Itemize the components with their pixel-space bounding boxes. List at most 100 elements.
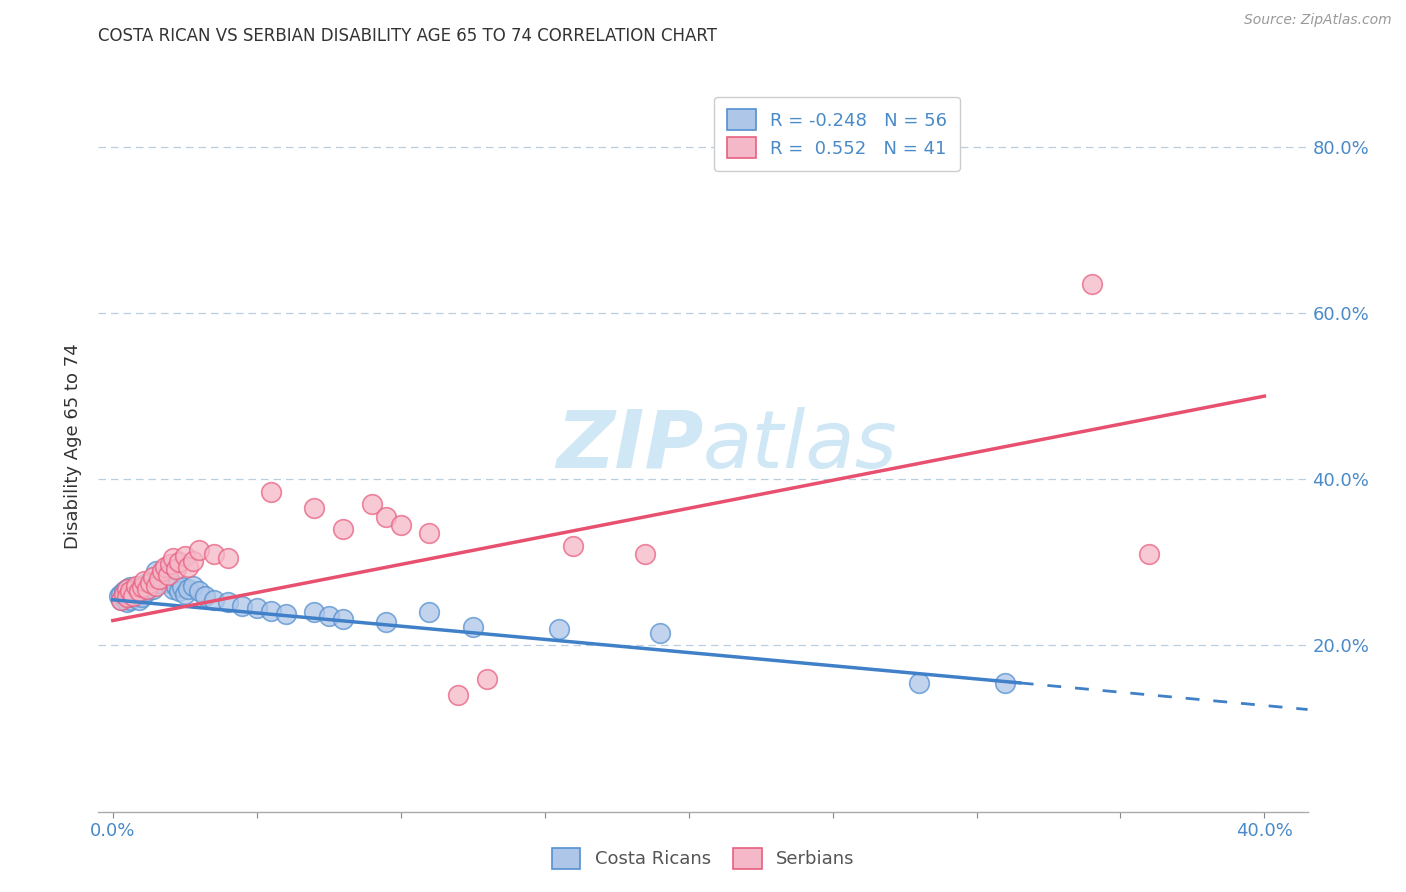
Point (375, 509, 398, 524)
Point (246, 601, 269, 615)
Point (115, 589, 138, 603)
Point (183, 554, 205, 568)
Text: COSTA RICAN VS SERBIAN DISABILITY AGE 65 TO 74 CORRELATION CHART: COSTA RICAN VS SERBIAN DISABILITY AGE 65… (98, 27, 717, 45)
Point (120, 584, 142, 599)
Point (115, 582, 138, 596)
Point (125, 579, 148, 593)
Point (110, 587, 132, 601)
Point (304, 501, 326, 516)
Point (139, 579, 162, 593)
Point (125, 589, 148, 603)
Point (150, 570, 173, 584)
Point (318, 609, 340, 624)
Point (145, 572, 167, 586)
Point (131, 580, 153, 594)
Point (188, 542, 211, 557)
Point (145, 579, 167, 593)
Point (648, 626, 671, 640)
Point (125, 582, 148, 596)
Point (167, 555, 190, 569)
Point (361, 497, 384, 511)
Point (173, 549, 195, 563)
Point (150, 564, 173, 578)
Point (475, 672, 498, 686)
Point (217, 551, 239, 566)
Point (176, 559, 198, 574)
Point (165, 579, 187, 593)
Point (1080, 277, 1102, 291)
Y-axis label: Disability Age 65 to 74: Disability Age 65 to 74 (65, 343, 83, 549)
Point (194, 589, 217, 603)
Point (332, 522, 354, 536)
Point (202, 592, 225, 607)
Point (115, 595, 138, 609)
Text: atlas: atlas (703, 407, 898, 485)
Point (159, 576, 181, 591)
Point (145, 564, 167, 578)
Point (165, 562, 187, 576)
Point (188, 584, 211, 599)
Point (183, 579, 205, 593)
Point (562, 539, 585, 553)
Point (136, 576, 159, 591)
Point (217, 595, 239, 609)
Point (548, 622, 571, 636)
Point (142, 570, 165, 584)
Point (131, 583, 153, 598)
Point (156, 567, 179, 582)
Point (156, 567, 179, 582)
Point (112, 591, 135, 605)
Point (131, 591, 153, 605)
Point (162, 582, 184, 596)
Point (134, 580, 156, 594)
Point (159, 557, 181, 571)
Point (139, 576, 162, 591)
Point (176, 582, 198, 596)
Point (274, 607, 297, 621)
Point (170, 580, 193, 594)
Point (142, 582, 165, 596)
Point (461, 620, 484, 634)
Point (110, 592, 132, 607)
Point (115, 591, 138, 605)
Text: Source: ZipAtlas.com: Source: ZipAtlas.com (1244, 13, 1392, 28)
Point (231, 599, 253, 613)
Point (122, 591, 145, 605)
Point (153, 559, 176, 574)
Point (447, 689, 470, 703)
Point (112, 587, 135, 601)
Point (122, 584, 145, 599)
Point (389, 518, 412, 533)
Point (167, 584, 190, 599)
Point (173, 587, 195, 601)
Text: ZIP: ZIP (555, 407, 703, 485)
Point (128, 587, 150, 601)
Point (112, 584, 135, 599)
Point (375, 615, 398, 630)
Point (120, 586, 142, 600)
Point (1137, 547, 1160, 561)
Point (120, 592, 142, 607)
Point (634, 547, 657, 561)
Point (120, 580, 142, 594)
Point (136, 582, 159, 596)
Point (418, 526, 440, 541)
Point (115, 582, 138, 596)
Point (128, 584, 150, 599)
Point (162, 551, 184, 566)
Point (153, 574, 176, 588)
Point (110, 592, 132, 607)
Point (134, 574, 156, 588)
Point (122, 589, 145, 603)
Point (148, 572, 170, 586)
Point (418, 605, 440, 619)
Point (202, 547, 225, 561)
Point (908, 676, 931, 690)
Point (332, 612, 354, 626)
Point (107, 589, 129, 603)
Point (148, 576, 170, 591)
Point (994, 676, 1017, 690)
Point (128, 592, 150, 607)
Point (260, 603, 283, 617)
Point (304, 605, 326, 619)
